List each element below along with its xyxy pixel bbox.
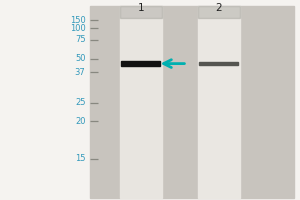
Bar [200, 62, 238, 65]
Text: 100: 100 [70, 24, 86, 33]
Text: 37: 37 [75, 68, 86, 77]
Bar [122, 61, 160, 66]
Text: 1: 1 [138, 3, 144, 13]
Bar [90, 6, 294, 198]
Text: 15: 15 [75, 154, 86, 163]
Bar [198, 6, 240, 198]
Bar [120, 6, 162, 18]
Text: 50: 50 [75, 54, 86, 63]
Text: 150: 150 [70, 16, 86, 25]
Text: 2: 2 [216, 3, 222, 13]
Bar [198, 6, 240, 18]
Bar [120, 6, 162, 198]
Text: 20: 20 [75, 117, 86, 126]
Text: 75: 75 [75, 35, 86, 44]
Text: 25: 25 [75, 98, 86, 107]
